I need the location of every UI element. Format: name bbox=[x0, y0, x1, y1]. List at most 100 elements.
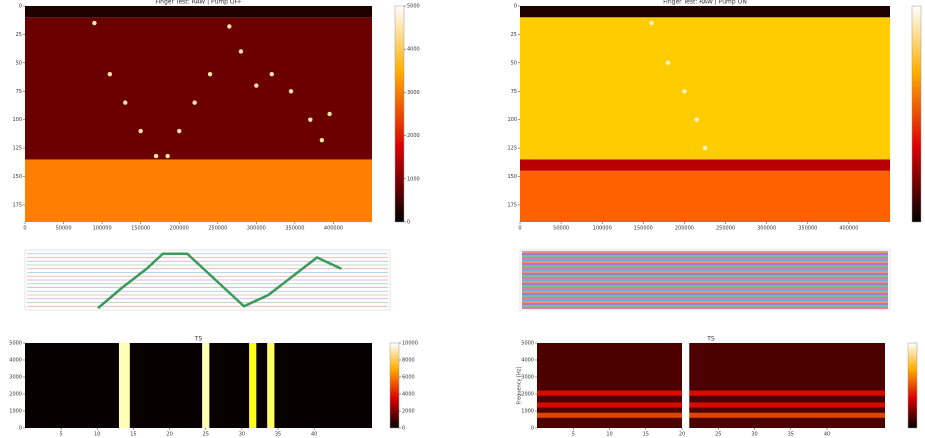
y-tick-label: 0 bbox=[19, 4, 22, 10]
trace-point bbox=[327, 111, 332, 117]
x-tick-label: 15 bbox=[130, 432, 136, 438]
x-tick-label: 5 bbox=[60, 432, 63, 438]
x-tick-label: 400000 bbox=[324, 226, 343, 232]
heatmap-band bbox=[25, 17, 372, 160]
x-tick-label: 20 bbox=[679, 432, 685, 438]
x-tick-label: 40 bbox=[824, 432, 830, 438]
y-tick-label: 25 bbox=[16, 32, 22, 38]
x-tick-label: 200000 bbox=[170, 226, 189, 232]
x-tick-label: 350000 bbox=[285, 226, 304, 232]
x-tick-label: 25 bbox=[715, 432, 721, 438]
chart-title: TS bbox=[706, 336, 715, 343]
trace-point bbox=[177, 128, 182, 134]
heatmap-band bbox=[520, 6, 890, 18]
y-tick-label: 150 bbox=[507, 174, 517, 180]
y-tick-label: 4000 bbox=[9, 358, 22, 364]
y-tick-label: 50 bbox=[16, 60, 22, 66]
trace-line bbox=[97, 252, 342, 310]
x-tick-label: 30 bbox=[239, 432, 245, 438]
colorbar-tick-label: 3000 bbox=[407, 90, 420, 96]
x-tick-label: 350000 bbox=[798, 226, 817, 232]
y-tick-label: 150 bbox=[12, 174, 22, 180]
chart-title: TS bbox=[194, 336, 203, 343]
trace-point bbox=[207, 72, 213, 77]
y-tick-label: 2000 bbox=[9, 392, 22, 398]
colorbar-tick-label: 8000 bbox=[402, 358, 415, 364]
trace-point bbox=[92, 20, 97, 26]
y-tick-label: 125 bbox=[12, 146, 22, 152]
y-tick-label: 3000 bbox=[9, 375, 22, 381]
colorbar bbox=[907, 342, 918, 429]
colorbar-tick-label: 1000 bbox=[407, 176, 420, 182]
y-tick-label: 175 bbox=[12, 202, 22, 208]
x-tick-label: 40 bbox=[311, 432, 317, 438]
heatmap-band bbox=[25, 159, 372, 222]
y-tick-label: 2000 bbox=[521, 392, 534, 398]
heatmap-band bbox=[520, 170, 890, 222]
colorbar bbox=[911, 5, 922, 223]
x-tick-label: 250000 bbox=[716, 226, 735, 232]
chart-title: Finger Test: RAW | Pump ON bbox=[663, 0, 747, 6]
colorbar bbox=[389, 342, 400, 429]
colorbar-tick-label: 6000 bbox=[402, 375, 415, 381]
trace-point bbox=[238, 49, 244, 54]
y-axis-label: Frequency [Hz] bbox=[517, 367, 523, 405]
colorbar bbox=[394, 5, 405, 223]
x-tick-label: 10 bbox=[94, 432, 100, 438]
heatmap-band bbox=[25, 6, 372, 18]
y-tick-label: 1000 bbox=[9, 409, 22, 415]
heatmap-band bbox=[520, 159, 890, 171]
y-tick-label: 4000 bbox=[521, 358, 534, 364]
trace-point bbox=[702, 145, 708, 151]
x-tick-label: 35 bbox=[275, 432, 281, 438]
colorbar-tick-label: 5000 bbox=[407, 4, 420, 10]
time-band bbox=[118, 343, 130, 428]
y-tick-label: 0 bbox=[514, 4, 517, 10]
frequency-band bbox=[537, 412, 885, 418]
spectrogram-background bbox=[25, 343, 372, 428]
colorbar-tick-label: 2000 bbox=[402, 409, 415, 415]
x-tick-label: 250000 bbox=[208, 226, 227, 232]
y-tick-label: 175 bbox=[507, 202, 517, 208]
time-band bbox=[267, 343, 275, 428]
x-tick-label: 100000 bbox=[593, 226, 612, 232]
colorbar-tick-label: 0 bbox=[407, 220, 410, 226]
trace-point bbox=[138, 128, 143, 134]
colorbar-tick-label: 0 bbox=[402, 426, 405, 432]
frequency-band bbox=[537, 402, 885, 408]
trace-point bbox=[288, 89, 294, 94]
y-tick-label: 25 bbox=[511, 32, 517, 38]
y-tick-label: 100 bbox=[507, 117, 517, 123]
x-tick-label: 150000 bbox=[634, 226, 653, 232]
trace-point bbox=[319, 137, 325, 143]
trace-point bbox=[269, 72, 274, 77]
y-tick-label: 100 bbox=[12, 117, 22, 123]
x-tick-label: 300000 bbox=[247, 226, 266, 232]
trace-point bbox=[665, 60, 671, 66]
trace-point bbox=[254, 83, 259, 88]
colorbar-tick-label: 10000 bbox=[402, 341, 418, 347]
trace-point bbox=[227, 24, 232, 29]
y-tick-label: 125 bbox=[507, 146, 517, 152]
trace-point bbox=[153, 153, 159, 159]
heatmap-band bbox=[520, 17, 890, 160]
x-tick-label: 50000 bbox=[56, 226, 72, 232]
x-tick-label: 30 bbox=[751, 432, 757, 438]
x-tick-label: 150000 bbox=[131, 226, 150, 232]
x-tick-label: 50000 bbox=[553, 226, 569, 232]
trace-point bbox=[192, 100, 197, 105]
trace-point bbox=[123, 100, 128, 105]
trace-point bbox=[694, 117, 699, 122]
y-tick-label: 0 bbox=[19, 426, 22, 432]
x-tick-label: 100000 bbox=[93, 226, 112, 232]
x-tick-label: 0 bbox=[518, 226, 521, 232]
trace-point bbox=[107, 72, 113, 77]
trace-point bbox=[165, 153, 170, 159]
y-tick-label: 5000 bbox=[521, 341, 534, 347]
y-tick-label: 0 bbox=[531, 426, 534, 432]
time-band bbox=[249, 343, 257, 428]
x-tick-label: 20 bbox=[166, 432, 172, 438]
colorbar-tick-label: 4000 bbox=[407, 47, 420, 53]
x-tick-label: 400000 bbox=[839, 226, 858, 232]
